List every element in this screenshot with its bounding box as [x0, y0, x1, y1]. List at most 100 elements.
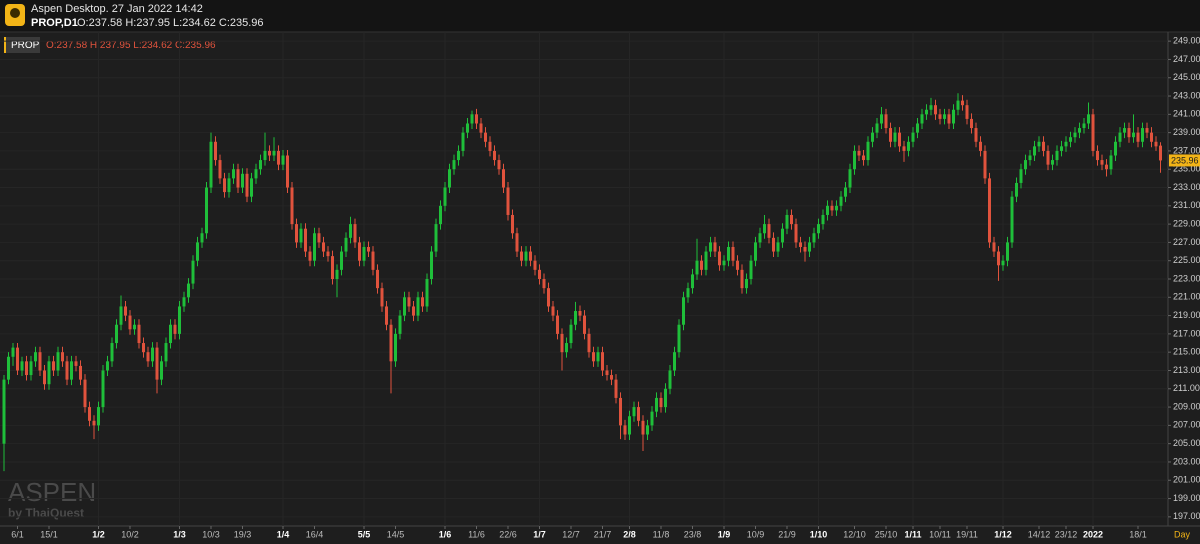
- candle-body: [421, 297, 424, 307]
- y-tick-label: 233.00: [1173, 182, 1200, 192]
- candle-body: [416, 297, 420, 316]
- candle-body: [151, 347, 154, 362]
- candle-body: [880, 114, 883, 124]
- candle-body: [187, 283, 190, 298]
- legend-accent: [4, 37, 6, 53]
- candle-body: [988, 178, 991, 243]
- y-tick-label: 241.00: [1173, 109, 1200, 119]
- app-title: Aspen Desktop. 27 Jan 2022 14:42: [31, 3, 203, 15]
- candle-body: [893, 132, 897, 142]
- candle-body: [128, 315, 132, 330]
- candle-body: [196, 242, 199, 261]
- candle-body: [191, 260, 195, 284]
- candle-body: [520, 251, 523, 261]
- candle-body: [916, 123, 919, 133]
- candle-body: [461, 132, 465, 151]
- candle-body: [29, 361, 33, 376]
- x-tick-label: 19/11: [956, 529, 978, 539]
- candle-body: [439, 205, 442, 225]
- y-tick-label: 209.00: [1173, 401, 1200, 411]
- candle-body: [1159, 145, 1162, 161]
- candle-body: [1136, 132, 1140, 142]
- candle-body: [236, 169, 240, 188]
- candle-body: [38, 352, 42, 371]
- candle-body: [25, 361, 28, 376]
- candle-body: [214, 141, 217, 161]
- app-logo-mark: [10, 8, 20, 18]
- candle-body: [673, 352, 676, 371]
- candle-body: [178, 306, 181, 334]
- candle-body: [83, 379, 87, 408]
- candle-body: [533, 260, 537, 270]
- candle-body: [1082, 123, 1086, 129]
- candle-body: [650, 411, 654, 426]
- candle-body: [358, 242, 361, 261]
- candle-body: [457, 150, 460, 161]
- candle-body: [70, 361, 73, 380]
- candle-body: [385, 306, 388, 325]
- candle-body: [353, 224, 357, 243]
- candle-body: [47, 361, 51, 385]
- x-tick-label: 15/1: [40, 529, 58, 539]
- candle-body: [2, 379, 6, 444]
- candle-body: [475, 114, 478, 124]
- candle-body: [250, 178, 253, 197]
- candle-body: [466, 123, 469, 133]
- candle-body: [119, 306, 123, 325]
- last-price-label: 235.96: [1171, 155, 1199, 165]
- y-tick-label: 239.00: [1173, 127, 1200, 137]
- candle-body: [794, 224, 798, 243]
- x-tick-label: 12/7: [562, 529, 580, 539]
- candle-body: [1100, 160, 1104, 165]
- candle-body: [857, 150, 861, 156]
- candle-body: [628, 416, 631, 435]
- candle-body: [790, 214, 793, 225]
- candle-body: [844, 187, 847, 197]
- candle-body: [101, 370, 105, 408]
- candle-body: [718, 251, 721, 266]
- candle-body: [929, 105, 933, 110]
- header-bar: [0, 0, 1200, 32]
- candle-body: [232, 169, 235, 179]
- y-tick-label: 245.00: [1173, 72, 1200, 82]
- x-tick-label: 1/9: [718, 529, 731, 539]
- candle-body: [542, 279, 546, 289]
- x-tick-label: 6/1: [11, 529, 24, 539]
- candle-body: [137, 324, 141, 344]
- candle-body: [812, 233, 816, 243]
- candle-body: [7, 356, 10, 380]
- x-tick-label: 12/10: [843, 529, 866, 539]
- candle-body: [592, 352, 595, 362]
- y-tick-label: 231.00: [1173, 200, 1200, 210]
- symbol: PROP,D1: [31, 17, 78, 29]
- candle-body: [646, 425, 649, 435]
- candle-body: [587, 333, 591, 353]
- candle-body: [1145, 128, 1149, 133]
- candle-body: [65, 361, 69, 380]
- candle-body: [277, 150, 280, 165]
- candle-body: [425, 279, 429, 307]
- y-tick-label: 213.00: [1173, 365, 1200, 375]
- candle-body: [1073, 132, 1077, 138]
- y-tick-label: 211.00: [1173, 383, 1200, 393]
- candle-body: [1001, 260, 1005, 266]
- candle-body: [349, 224, 352, 238]
- candle-body: [200, 233, 204, 243]
- candle-body: [56, 352, 60, 371]
- candle-body: [412, 306, 415, 316]
- candle-body: [839, 196, 843, 206]
- candle-body: [853, 150, 856, 170]
- candle-body: [875, 123, 879, 133]
- candle-body: [979, 141, 982, 151]
- candle-body: [704, 251, 708, 270]
- candle-body: [16, 347, 19, 371]
- last-price-tag: [1169, 154, 1200, 167]
- candle-body: [124, 306, 127, 316]
- candle-body: [614, 379, 618, 398]
- candle-body: [263, 150, 267, 161]
- candle-body: [1037, 141, 1041, 147]
- candle-body: [776, 242, 780, 252]
- candle-body: [133, 324, 136, 330]
- candle-body: [655, 397, 658, 412]
- candle-body: [821, 214, 825, 225]
